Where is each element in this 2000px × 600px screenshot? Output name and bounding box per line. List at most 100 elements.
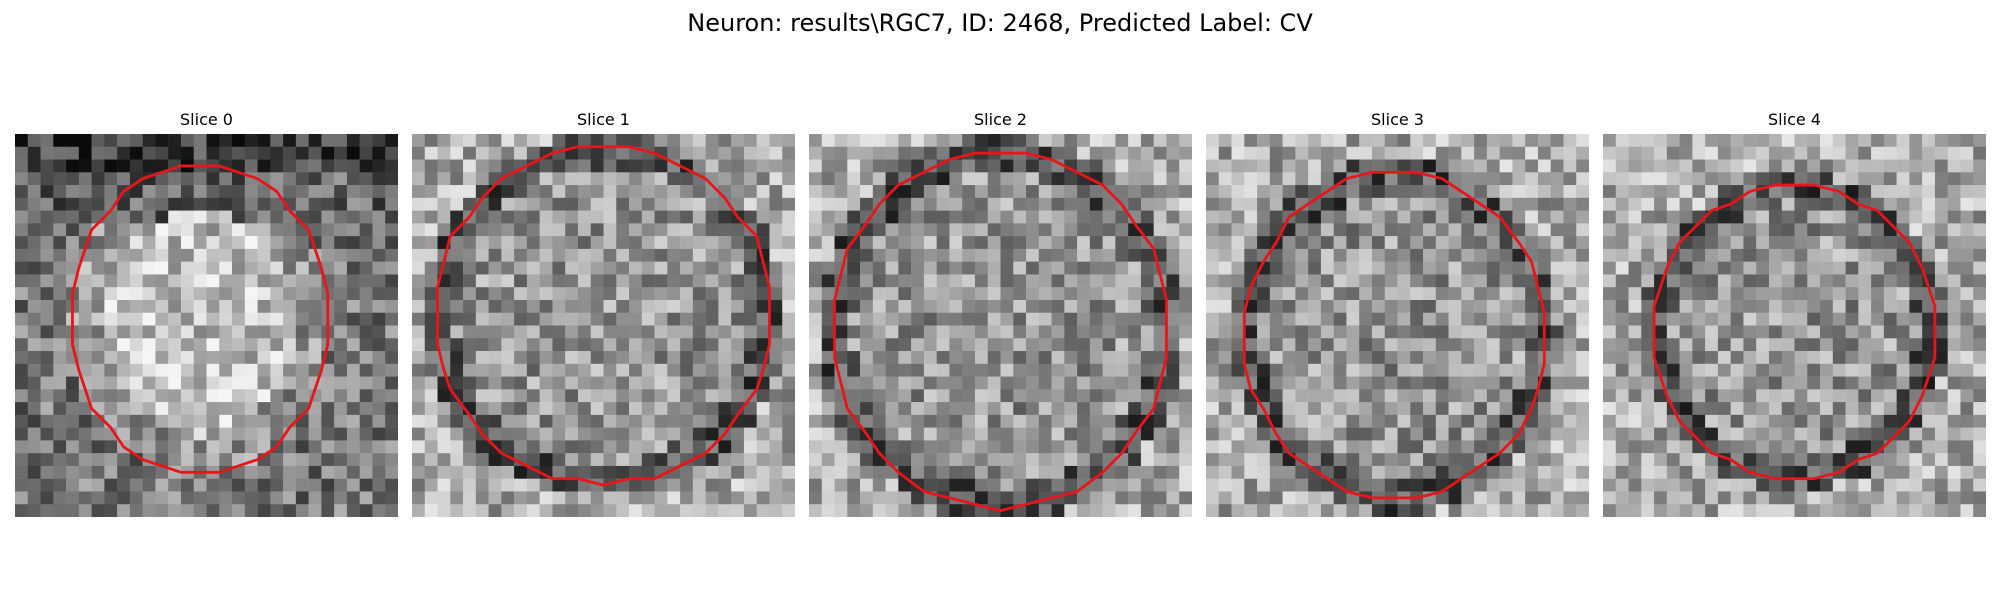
image-pixel <box>667 363 681 377</box>
image-pixel <box>1474 389 1488 403</box>
image-pixel <box>463 172 477 186</box>
image-pixel <box>1512 465 1526 479</box>
image-pixel <box>1692 223 1706 237</box>
image-pixel <box>1973 338 1986 352</box>
image-pixel <box>552 248 566 262</box>
image-pixel <box>1257 236 1271 250</box>
image-pixel <box>1423 351 1437 365</box>
image-pixel <box>834 312 848 326</box>
image-pixel <box>412 351 426 365</box>
image-pixel <box>1883 185 1897 199</box>
image-pixel <box>847 427 861 441</box>
image-pixel <box>270 210 284 224</box>
image-pixel <box>936 478 950 492</box>
image-pixel <box>1140 185 1154 199</box>
image-pixel <box>1397 363 1411 377</box>
image-pixel <box>1038 210 1052 224</box>
image-pixel <box>66 185 80 199</box>
image-pixel <box>1883 491 1897 505</box>
image-pixel <box>936 312 950 326</box>
image-pixel <box>1397 504 1411 517</box>
image-pixel <box>590 287 604 301</box>
image-pixel <box>1486 236 1500 250</box>
image-pixel <box>1730 351 1744 365</box>
image-pixel <box>385 299 398 313</box>
image-pixel <box>1807 338 1821 352</box>
image-pixel <box>1768 159 1782 173</box>
image-pixel <box>1000 197 1014 211</box>
image-pixel <box>359 248 373 262</box>
image-pixel <box>424 389 438 403</box>
image-pixel <box>1807 185 1821 199</box>
image-pixel <box>974 376 988 390</box>
image-pixel <box>834 465 848 479</box>
image-pixel <box>1218 491 1232 505</box>
image-pixel <box>1947 325 1961 339</box>
image-pixel <box>1909 376 1923 390</box>
image-pixel <box>1179 363 1192 377</box>
image-pixel <box>1947 465 1961 479</box>
image-pixel <box>1820 210 1834 224</box>
image-pixel <box>514 491 528 505</box>
image-pixel <box>616 210 630 224</box>
image-pixel <box>321 389 335 403</box>
image-pixel <box>1768 134 1782 148</box>
image-pixel <box>1871 261 1885 275</box>
image-pixel <box>1410 299 1424 313</box>
image-pixel <box>1973 185 1986 199</box>
image-pixel <box>756 134 770 148</box>
image-pixel <box>1244 351 1258 365</box>
image-pixel <box>1218 248 1232 262</box>
image-pixel <box>1231 363 1245 377</box>
image-pixel <box>1628 159 1642 173</box>
image-pixel <box>1308 351 1322 365</box>
image-pixel <box>308 427 322 441</box>
image-pixel <box>1756 236 1770 250</box>
image-pixel <box>385 427 398 441</box>
image-pixel <box>1679 210 1693 224</box>
image-pixel <box>1448 134 1462 148</box>
image-pixel <box>15 210 29 224</box>
image-pixel <box>1973 210 1986 224</box>
image-pixel <box>1717 299 1731 313</box>
image-pixel <box>987 159 1001 173</box>
image-pixel <box>1153 440 1167 454</box>
image-pixel <box>834 504 848 517</box>
image-pixel <box>1679 185 1693 199</box>
image-pixel <box>1947 172 1961 186</box>
image-pixel <box>424 248 438 262</box>
image-pixel <box>385 134 398 148</box>
image-pixel <box>372 440 386 454</box>
image-pixel <box>1346 389 1360 403</box>
image-pixel <box>1934 185 1948 199</box>
image-pixel <box>629 440 643 454</box>
image-pixel <box>539 134 553 148</box>
image-pixel <box>321 491 335 505</box>
image-pixel <box>1308 185 1322 199</box>
image-pixel <box>872 185 886 199</box>
image-pixel <box>168 414 182 428</box>
image-pixel <box>1115 325 1129 339</box>
image-pixel <box>565 465 579 479</box>
image-pixel <box>731 223 745 237</box>
image-pixel <box>372 363 386 377</box>
image-pixel <box>488 325 502 339</box>
image-pixel <box>1206 363 1220 377</box>
image-pixel <box>1371 210 1385 224</box>
image-pixel <box>974 159 988 173</box>
image-pixel <box>155 453 169 467</box>
image-pixel <box>321 427 335 441</box>
image-pixel <box>654 261 668 275</box>
image-pixel <box>616 248 630 262</box>
image-pixel <box>667 478 681 492</box>
image-pixel <box>1013 261 1027 275</box>
image-pixel <box>1231 465 1245 479</box>
image-pixel <box>1026 236 1040 250</box>
image-pixel <box>1896 491 1910 505</box>
image-pixel <box>949 504 963 517</box>
image-pixel <box>1922 491 1936 505</box>
image-pixel <box>1883 299 1897 313</box>
image-pixel <box>756 172 770 186</box>
image-pixel <box>809 338 823 352</box>
image-pixel <box>129 478 143 492</box>
